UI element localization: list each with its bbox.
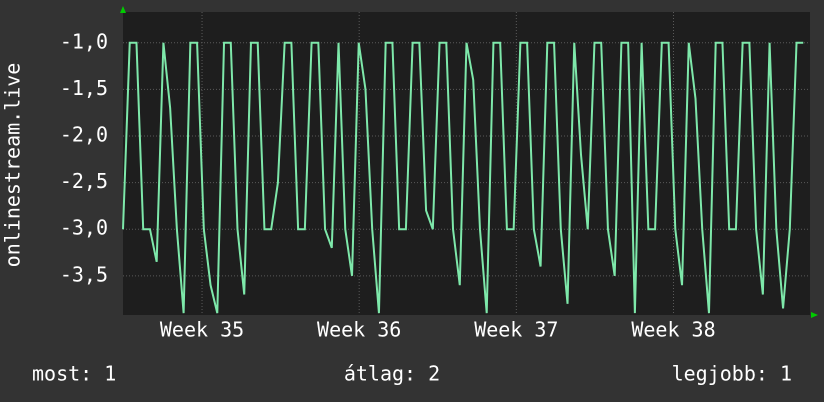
y-tick-label: -3,0 xyxy=(60,216,108,240)
x-tick-label: Week 38 xyxy=(631,318,715,342)
data-line xyxy=(122,41,804,314)
x-tick-label: Week 35 xyxy=(160,318,244,342)
y-axis-arrow xyxy=(120,6,126,13)
y-tick-label: -2,0 xyxy=(60,122,108,146)
y-tick-label: -1,0 xyxy=(60,29,108,53)
y-axis-label: onlinestream.live xyxy=(1,63,25,268)
y-tick-label: -3,5 xyxy=(60,262,108,286)
footer-best: legjobb: 1 xyxy=(672,362,792,386)
x-tick-label: Week 36 xyxy=(317,318,401,342)
footer-current: most: 1 xyxy=(32,362,116,386)
x-axis-arrow xyxy=(811,312,818,318)
y-tick-label: -2,5 xyxy=(60,169,108,193)
x-tick-label: Week 37 xyxy=(474,318,558,342)
footer-average: átlag: 2 xyxy=(344,362,440,386)
y-tick-label: -1,5 xyxy=(60,76,108,100)
